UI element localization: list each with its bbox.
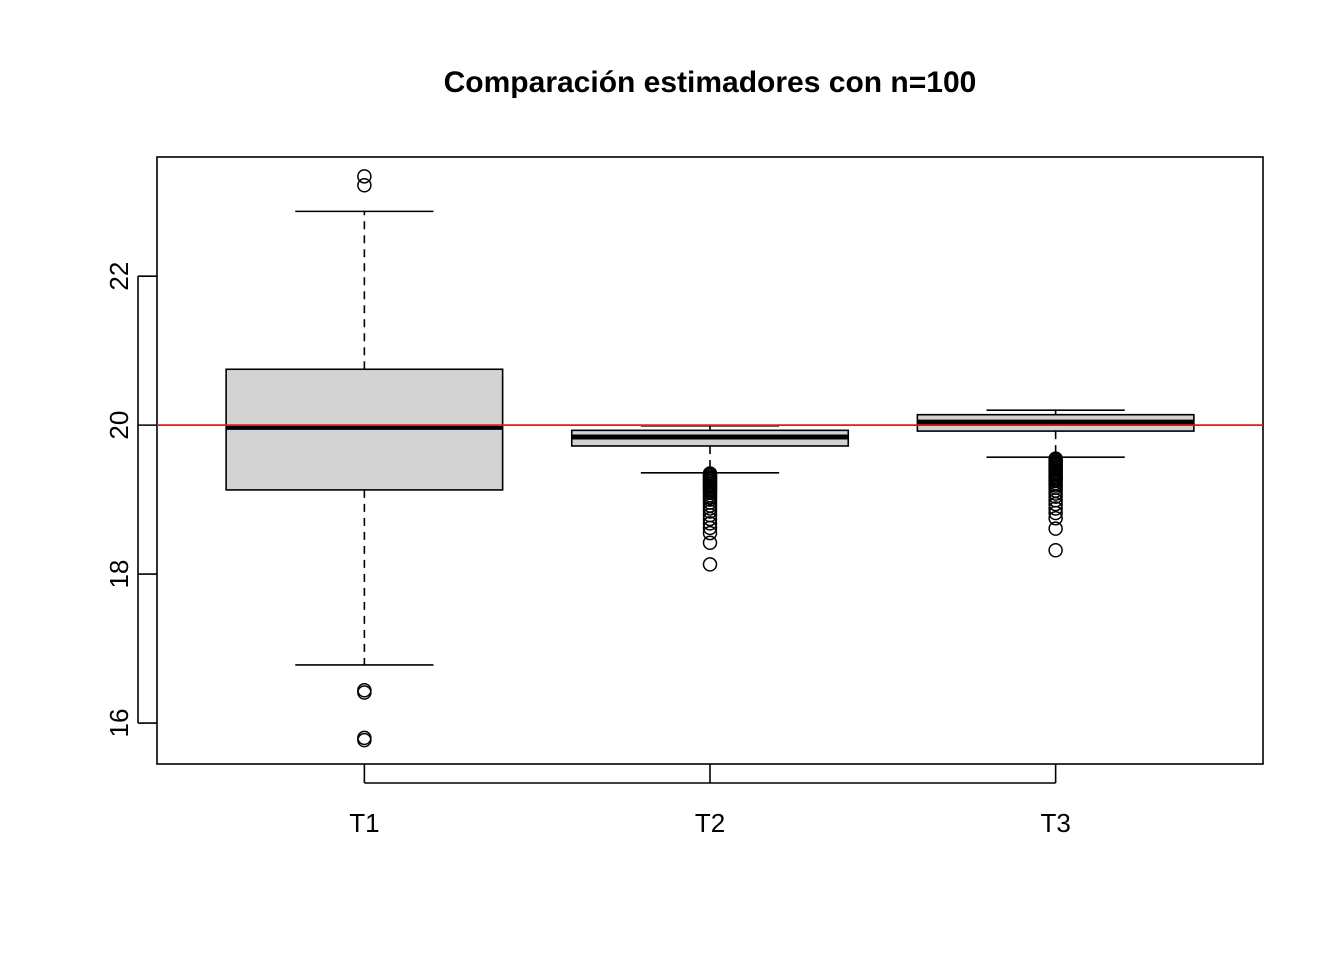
- y-axis: 16 18 20 22: [104, 262, 157, 738]
- outlier-point: [357, 178, 372, 193]
- outlier-point: [1048, 501, 1063, 516]
- x-tick-label: T3: [1040, 808, 1070, 838]
- outlier-point: [1048, 496, 1063, 512]
- box-group-t2: [570, 425, 850, 572]
- outlier-point: [702, 511, 718, 527]
- outlier-point: [357, 732, 372, 748]
- y-tick-label: 16: [104, 709, 134, 738]
- y-tick-label: 20: [104, 411, 134, 440]
- outlier-point: [702, 516, 718, 531]
- x-tick-label: T2: [695, 808, 725, 838]
- outlier-point: [702, 535, 718, 551]
- outlier-point: [357, 169, 372, 184]
- outlier-point: [1048, 510, 1063, 526]
- box-group-t3: [916, 409, 1195, 558]
- x-tick-label: T1: [349, 808, 379, 838]
- outlier-point: [702, 525, 718, 541]
- outlier-point: [702, 504, 718, 519]
- outlier-point: [1048, 521, 1063, 536]
- y-tick-label: 18: [104, 560, 134, 589]
- box-group-t1: [225, 169, 504, 748]
- chart-title: Comparación estimadores con n=100: [444, 66, 977, 99]
- boxes-layer: [225, 169, 1195, 748]
- y-tick-label: 22: [104, 262, 134, 291]
- x-axis: T1 T2 T3: [349, 764, 1071, 838]
- outlier-point: [357, 685, 372, 700]
- outlier-point: [702, 520, 718, 536]
- outlier-point: [1048, 542, 1063, 558]
- outlier-point: [1048, 489, 1063, 504]
- outlier-point: [1048, 505, 1063, 521]
- outlier-point: [702, 557, 718, 572]
